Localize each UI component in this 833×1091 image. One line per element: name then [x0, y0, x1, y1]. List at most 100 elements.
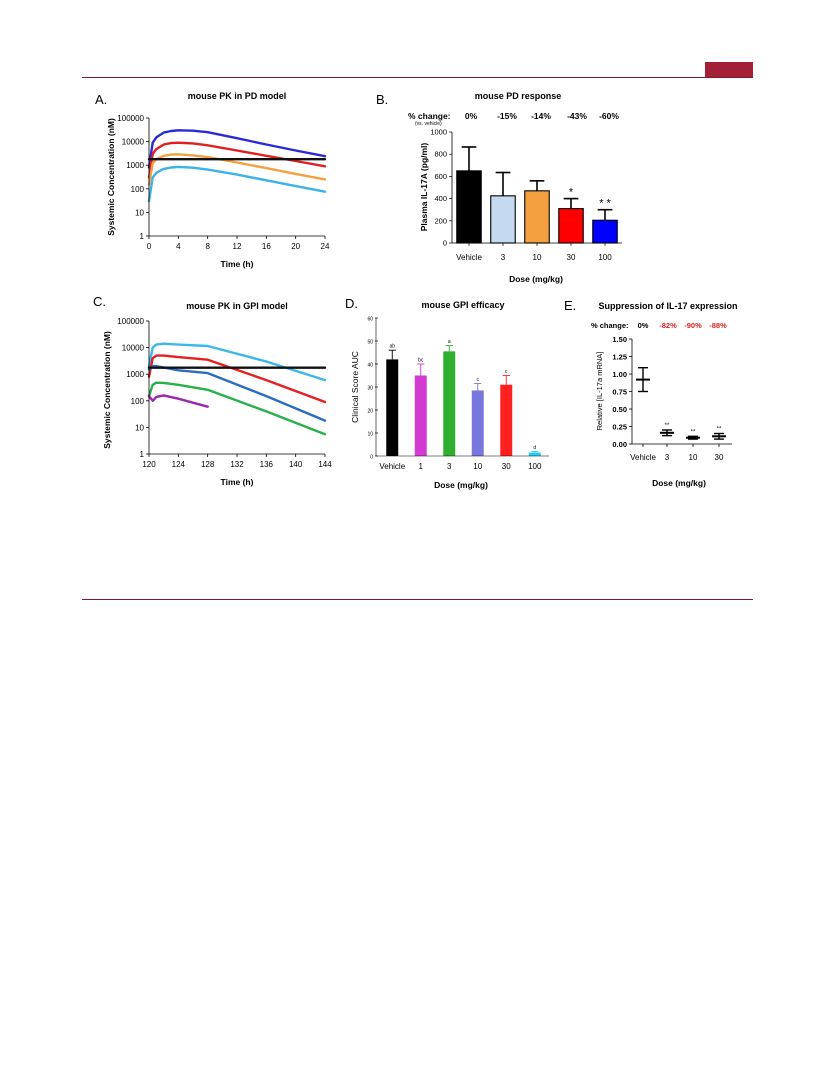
series-line-4	[147, 165, 327, 203]
y-tick-label: 400	[434, 194, 447, 203]
y-tick-label: 10	[135, 423, 144, 432]
bar-6	[528, 452, 541, 456]
x-tick-label: 24	[321, 242, 330, 251]
bar-annotation: a	[448, 339, 451, 345]
bar-1	[456, 170, 482, 244]
panel-letter-d: D.	[345, 296, 358, 311]
chart-d: mouse GPI efficacy 0 10 20 30 40 50 60 Vehicle…	[350, 300, 549, 490]
x-category-label: 30	[567, 253, 576, 262]
y-tick-label: 0	[443, 239, 447, 248]
x-category-label: 3	[447, 462, 452, 471]
y-tick-label: 1.50	[612, 335, 627, 344]
x-tick-label: 124	[172, 460, 186, 469]
y-tick-label: 100	[131, 397, 145, 406]
x-category-label: 100	[598, 253, 612, 262]
bar-annotation: *	[569, 187, 574, 199]
chart-b-pct-label: % change:	[408, 111, 451, 121]
y-tick-label: 100	[131, 185, 145, 194]
x-category-label: 3	[665, 453, 670, 462]
bar-5	[592, 219, 618, 244]
series-line-1	[147, 342, 327, 382]
bar-annotation: bc	[418, 358, 424, 364]
x-category-label: 30	[502, 462, 511, 471]
x-category-label: 3	[501, 253, 506, 262]
x-category-label: Vehicle	[379, 462, 405, 471]
x-tick-label: 12	[233, 242, 242, 251]
x-tick-label: 0	[147, 242, 152, 251]
y-tick-label: 10	[135, 208, 144, 217]
pct-change-value: -88%	[709, 321, 727, 330]
pct-change-value: -15%	[497, 111, 517, 121]
pct-change-value: -82%	[659, 321, 677, 330]
pct-change-value: -60%	[599, 111, 619, 121]
pct-change-value: -14%	[531, 111, 551, 121]
x-tick-label: 128	[201, 460, 215, 469]
chart-d-x-label: Dose (mg/kg)	[434, 480, 488, 490]
panel-letter-e: E.	[564, 298, 576, 313]
chart-a-x-label: Time (h)	[221, 259, 254, 269]
pct-change-value: 0%	[638, 321, 649, 330]
bar-5	[500, 384, 513, 456]
significance-mark: **	[717, 427, 722, 433]
pct-change-value: -90%	[684, 321, 702, 330]
chart-e-title: Suppression of IL-17 expression	[598, 301, 737, 311]
y-tick-label: 50	[367, 340, 373, 346]
y-tick-label: 10000	[122, 344, 145, 353]
x-tick-label: 16	[262, 242, 271, 251]
chart-c-title: mouse PK in GPI model	[186, 301, 288, 311]
bar-annotation: c	[505, 369, 508, 375]
series-line-5	[147, 394, 209, 408]
y-tick-label: 30	[367, 386, 373, 392]
y-tick-label: 0	[370, 455, 373, 461]
panel-letter-b: B.	[376, 92, 388, 107]
pct-change-value: -43%	[567, 111, 587, 121]
chart-a-y-label: Systemic Concentration (nM)	[106, 118, 116, 236]
y-tick-label: 0.50	[612, 405, 627, 414]
x-category-label: Vehicle	[456, 253, 482, 262]
x-tick-label: 20	[291, 242, 300, 251]
bar-annotation: c	[477, 377, 480, 383]
bar-2	[414, 375, 427, 456]
chart-c: mouse PK in GPI model 1 10 100 1000 10000 100…	[102, 301, 332, 487]
bar-3	[524, 190, 550, 244]
chart-e-pct-label: % change:	[591, 321, 629, 330]
x-category-label: 30	[715, 453, 724, 462]
y-tick-label: 40	[367, 363, 373, 369]
x-tick-label: 140	[289, 460, 303, 469]
x-category-label: 10	[473, 462, 482, 471]
y-tick-label: 1.25	[612, 353, 627, 362]
panel-letter-c: C.	[93, 294, 106, 309]
y-tick-label: 800	[434, 150, 447, 159]
chart-d-y-label: Clinical Score AUC	[350, 351, 360, 423]
x-tick-label: 144	[318, 460, 332, 469]
y-tick-label: 1000	[126, 370, 144, 379]
significance-mark: **	[665, 423, 670, 429]
y-tick-label: 600	[434, 172, 447, 181]
y-tick-label: 10	[367, 432, 373, 438]
pct-change-value: 0%	[465, 111, 478, 121]
bar-annotation: d	[533, 445, 536, 451]
y-tick-label: 20	[367, 409, 373, 415]
chart-e-y-label: Relative [IL-17a mRNA]	[595, 352, 604, 431]
bar-1	[386, 359, 399, 456]
y-tick-label: 100000	[117, 317, 144, 326]
x-tick-label: 4	[176, 242, 181, 251]
bar-4	[558, 208, 584, 244]
y-tick-label: 1	[140, 450, 145, 459]
panel-letter-a: A.	[95, 92, 107, 107]
y-tick-label: 1.00	[612, 370, 627, 379]
y-tick-label: 0.00	[612, 440, 627, 449]
x-tick-label: 136	[260, 460, 274, 469]
y-tick-label: 0.75	[612, 388, 627, 397]
chart-a-title: mouse PK in PD model	[188, 91, 287, 101]
x-category-label: 1	[419, 462, 424, 471]
y-tick-label: 200	[434, 216, 447, 225]
x-category-label: 10	[689, 453, 698, 462]
bar-4	[471, 390, 484, 456]
bar-annotation: ab	[389, 344, 395, 350]
y-tick-label: 1000	[126, 161, 144, 170]
chart-b-title: mouse PD response	[475, 91, 562, 101]
header-accent-block	[705, 62, 753, 77]
chart-c-x-label: Time (h)	[221, 477, 254, 487]
